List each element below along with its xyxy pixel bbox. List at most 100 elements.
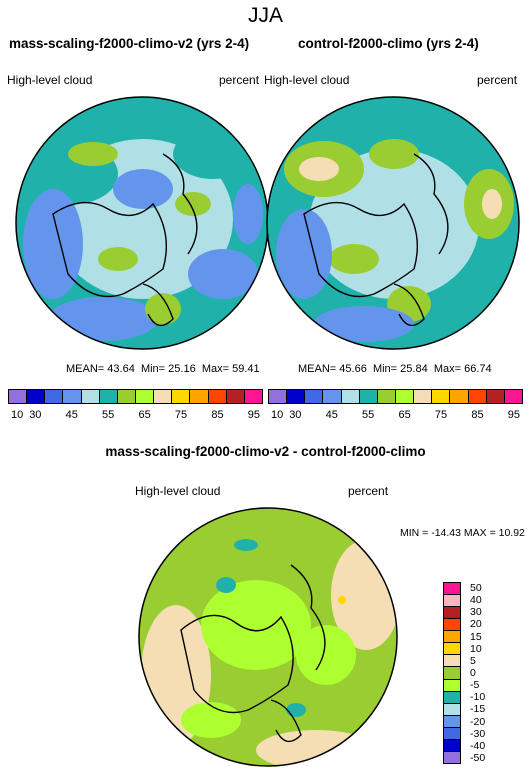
diff-colorbar-label: -20 (470, 715, 486, 728)
diff-units-label: percent (348, 484, 389, 498)
diff-colorbar-label: 10 (470, 642, 482, 655)
left-panel-title: mass-scaling-f2000-climo-v2 (yrs 2-4) (9, 36, 250, 51)
left-variable-label: High-level cloud (7, 73, 93, 87)
left-colorbar (8, 389, 263, 404)
right-colorbar-swatch (450, 390, 469, 403)
right-colorbar-swatch (504, 390, 522, 403)
right-colorbar-label: 95 (507, 409, 521, 421)
left-colorbar-label: 65 (138, 409, 151, 421)
right-panel-title: control-f2000-climo (yrs 2-4) (298, 36, 479, 51)
left-colorbar-swatch (208, 390, 227, 403)
right-stats: MEAN= 45.66 Min= 25.84 Max= 66.74 (298, 363, 492, 375)
right-colorbar-label: 65 (398, 409, 411, 421)
right-colorbar-swatch (269, 390, 288, 403)
diff-polar-map (138, 507, 398, 767)
right-colorbar-swatch (395, 390, 415, 403)
left-colorbar-swatch (226, 390, 245, 403)
diff-colorbar-swatch (444, 643, 460, 656)
right-colorbar-label: 55 (362, 409, 375, 421)
diff-minmax: MIN = -14.43 MAX = 10.92 (400, 527, 525, 539)
left-colorbar-label: 75 (174, 409, 188, 421)
diff-colorbar-swatch (444, 739, 460, 752)
left-colorbar-swatch (154, 390, 173, 403)
left-max-label: Max= (201, 363, 230, 375)
left-colorbar-swatch (63, 390, 82, 403)
diff-colorbar-swatch (444, 583, 460, 596)
right-mean-value: 45.66 (339, 363, 367, 375)
diff-colorbar-label: -30 (470, 727, 486, 740)
left-mean-value: 43.64 (107, 363, 135, 375)
right-colorbar-label: 75 (434, 409, 448, 421)
left-colorbar-swatch (135, 390, 155, 403)
right-colorbar-label: 10 (270, 409, 284, 421)
left-polar-map (15, 96, 269, 350)
diff-variable-label: High-level cloud (135, 484, 221, 498)
diff-colorbar-swatch (444, 619, 460, 632)
right-colorbar-label: 30 (289, 409, 302, 421)
diff-colorbar-swatch (444, 691, 460, 704)
right-min-label: Min= (372, 363, 398, 375)
diff-colorbar-label: -40 (470, 739, 486, 752)
diff-colorbar-label: 50 (470, 582, 482, 595)
diff-colorbar-swatch (444, 667, 460, 680)
right-max-value: 66.74 (464, 363, 492, 375)
left-colorbar-swatch (244, 390, 262, 403)
right-colorbar-swatch (377, 390, 396, 403)
right-colorbar-swatch (414, 390, 433, 403)
left-colorbar-label: 85 (211, 409, 224, 421)
diff-colorbar-swatch (444, 727, 460, 740)
right-mean-label: MEAN= (298, 363, 337, 375)
diff-colorbar-swatch (444, 655, 460, 668)
diff-colorbar (443, 582, 461, 764)
left-colorbar-swatch (81, 390, 100, 403)
left-mean-label: MEAN= (66, 363, 105, 375)
diff-colorbar-swatch (444, 751, 460, 763)
right-colorbar-swatch (287, 390, 306, 403)
right-min-value: 25.84 (400, 363, 428, 375)
left-colorbar-swatch (190, 390, 209, 403)
right-colorbar (268, 389, 523, 404)
left-units-label: percent (219, 73, 260, 87)
right-polar-map (266, 96, 520, 350)
left-colorbar-swatch (99, 390, 118, 403)
left-colorbar-swatch (9, 390, 28, 403)
right-colorbar-swatch (468, 390, 487, 403)
diff-colorbar-swatch (444, 607, 460, 620)
right-colorbar-label: 45 (325, 409, 338, 421)
diff-colorbar-label: 20 (470, 618, 482, 631)
right-colorbar-swatch (486, 390, 505, 403)
left-min-label: Min= (140, 363, 166, 375)
right-colorbar-swatch (305, 390, 324, 403)
right-colorbar-label: 85 (471, 409, 484, 421)
left-colorbar-label: 10 (10, 409, 24, 421)
diff-colorbar-label: 5 (470, 654, 476, 667)
right-colorbar-swatch (341, 390, 360, 403)
right-colorbar-swatch (323, 390, 342, 403)
diff-colorbar-swatch (444, 631, 460, 644)
left-colorbar-label: 95 (247, 409, 261, 421)
right-units-label: percent (477, 73, 518, 87)
diff-colorbar-swatch (444, 715, 460, 728)
diff-colorbar-label: 40 (470, 594, 482, 607)
diff-colorbar-label: -15 (470, 703, 486, 716)
right-colorbar-swatch (432, 390, 451, 403)
diff-colorbar-label: 30 (470, 606, 482, 619)
left-colorbar-swatch (117, 390, 136, 403)
left-colorbar-label: 30 (29, 409, 42, 421)
figure-title: JJA (247, 4, 283, 27)
left-colorbar-label: 55 (102, 409, 115, 421)
diff-panel-title: mass-scaling-f2000-climo-v2 - control-f2… (105, 444, 426, 459)
left-stats: MEAN= 43.64 Min= 25.16 Max= 59.41 (66, 363, 260, 375)
diff-colorbar-label: 0 (470, 667, 476, 679)
right-colorbar-swatch (359, 390, 378, 403)
left-colorbar-swatch (172, 390, 191, 403)
diff-colorbar-swatch (444, 595, 460, 608)
diff-colorbar-label: 15 (470, 630, 482, 643)
left-min-value: 25.16 (168, 363, 196, 375)
diff-colorbar-swatch (444, 703, 460, 716)
diff-colorbar-swatch (444, 679, 460, 692)
left-colorbar-label: 45 (65, 409, 78, 421)
diff-colorbar-label: -5 (470, 679, 480, 692)
diff-colorbar-label: -10 (470, 691, 486, 704)
left-colorbar-swatch (45, 390, 64, 403)
